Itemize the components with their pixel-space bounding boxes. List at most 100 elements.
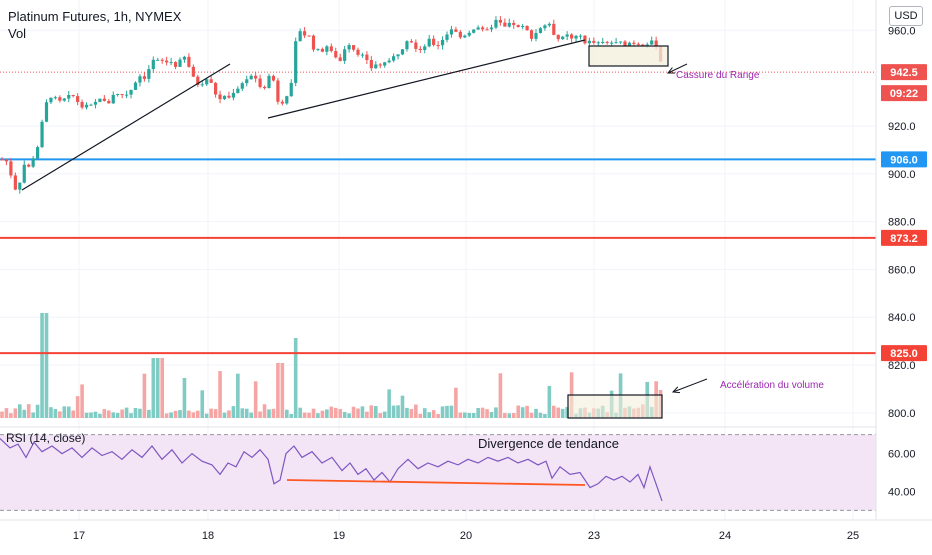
- candle-body: [0, 159, 4, 161]
- candle-body: [650, 40, 654, 45]
- candle-body: [222, 95, 227, 100]
- volume-bar: [26, 404, 31, 418]
- candle-body: [303, 31, 307, 36]
- volume-label[interactable]: Vol: [8, 26, 27, 41]
- candle-body: [578, 35, 583, 37]
- candle-body: [156, 59, 160, 61]
- volume-bar: [280, 363, 285, 418]
- volume-bar: [213, 409, 218, 418]
- candle-body: [525, 25, 529, 31]
- volume-bar: [494, 407, 498, 418]
- candle-body: [27, 164, 31, 167]
- range-arrow[interactable]: [667, 63, 688, 74]
- candle-body: [18, 182, 22, 190]
- volume-bar: [552, 405, 556, 418]
- candle-body: [116, 94, 120, 96]
- candle-body: [485, 29, 489, 31]
- candle-body: [40, 121, 44, 148]
- rsi-line: [0, 438, 663, 502]
- volume-bar: [289, 413, 294, 418]
- volume-bar: [525, 405, 529, 418]
- candle-body: [182, 56, 187, 60]
- range-box[interactable]: [588, 45, 669, 67]
- candle-body: [618, 41, 623, 43]
- candle-body: [93, 101, 98, 105]
- candle-body: [280, 101, 284, 104]
- candle-body: [583, 35, 587, 44]
- candle-body: [632, 42, 636, 44]
- volume-bar: [147, 409, 151, 418]
- volume-bar: [84, 412, 89, 418]
- volume-bar: [129, 413, 133, 418]
- countdown-tag: 09:22: [890, 88, 918, 100]
- divergence-line[interactable]: [286, 479, 586, 486]
- candle-body: [605, 41, 609, 43]
- candle-body: [231, 92, 235, 98]
- volume-bar: [409, 409, 414, 418]
- countdown-tag-bg: [881, 85, 927, 102]
- currency-button[interactable]: USD: [889, 6, 923, 26]
- volume-bar: [22, 409, 27, 418]
- volume-bar: [267, 409, 271, 418]
- volume-bar: [298, 407, 302, 418]
- price-tick-label: 840.0: [888, 312, 916, 324]
- candle-body: [36, 147, 40, 159]
- candle-body: [392, 56, 396, 61]
- volume-bar: [565, 407, 569, 418]
- volume-box[interactable]: [567, 394, 663, 419]
- candle-body: [347, 45, 351, 50]
- candle-body: [449, 29, 454, 35]
- candle-body: [44, 102, 49, 122]
- candle-body: [107, 100, 111, 104]
- candle-body: [396, 54, 400, 57]
- volume-bar: [80, 384, 84, 418]
- volume-bar: [62, 406, 67, 418]
- candle-body: [329, 46, 333, 52]
- volume-bar: [196, 410, 200, 418]
- volume-bar: [445, 405, 449, 418]
- candle-body: [80, 102, 84, 108]
- volume-bar: [155, 358, 160, 418]
- last-price-tag: 942.5: [890, 67, 918, 79]
- volume-arrow[interactable]: [672, 378, 708, 393]
- symbol-title[interactable]: Platinum Futures, 1h, NYMEX: [8, 9, 182, 24]
- trend-line[interactable]: [21, 63, 231, 191]
- candle-body: [543, 25, 547, 29]
- volume-bar: [169, 412, 173, 418]
- candle-body: [285, 96, 289, 104]
- volume-bar: [471, 413, 476, 418]
- volume-bar: [138, 408, 142, 418]
- candle-body: [276, 80, 280, 102]
- volume-bar: [507, 413, 512, 418]
- candle-body: [507, 22, 511, 27]
- volume-bar: [66, 406, 71, 418]
- volume-bar: [538, 412, 543, 418]
- candle-body: [383, 62, 387, 66]
- time-tick-label: 19: [333, 530, 345, 542]
- volume-bar: [520, 407, 525, 418]
- volume-bar: [191, 412, 196, 418]
- candle-body: [196, 76, 200, 85]
- candle-body: [423, 46, 427, 50]
- candle-body: [31, 158, 35, 167]
- annotation-volume: Accélération du volume: [720, 380, 824, 391]
- volume-bar: [222, 412, 227, 418]
- volume-bar: [93, 411, 98, 418]
- volume-bar: [458, 412, 463, 418]
- candle-body: [476, 27, 480, 30]
- candle-body: [601, 41, 605, 43]
- volume-bar: [262, 404, 267, 418]
- level-825-tag-bg: [881, 345, 927, 362]
- volume-bar: [13, 408, 18, 418]
- candle-body: [427, 38, 431, 47]
- volume-bar: [529, 412, 534, 418]
- volume-bar: [31, 412, 35, 418]
- trend-line[interactable]: [267, 39, 586, 119]
- candle-body: [160, 59, 164, 61]
- volume-bar: [227, 410, 231, 418]
- volume-bar: [342, 411, 347, 418]
- volume-bar: [365, 411, 369, 418]
- volume-bar: [160, 358, 164, 418]
- price-tick-label: 820.0: [888, 360, 916, 372]
